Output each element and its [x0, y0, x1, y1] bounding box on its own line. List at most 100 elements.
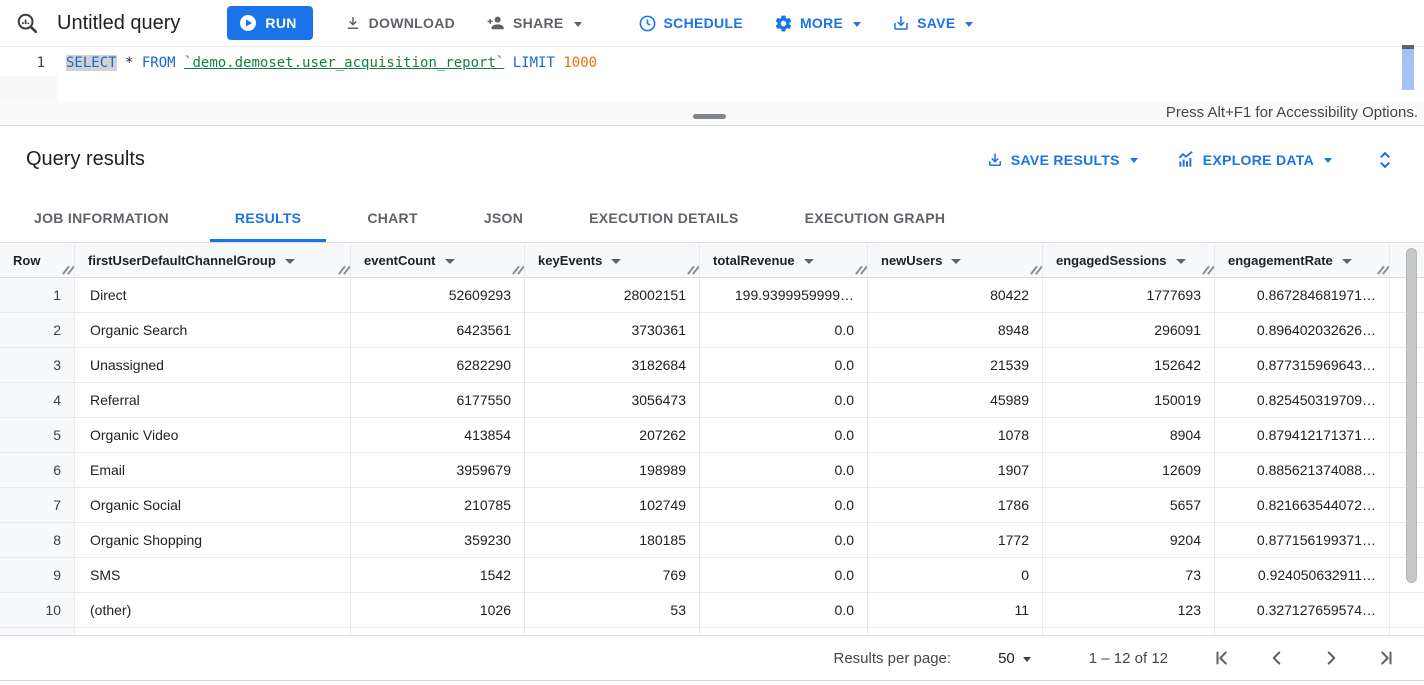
- table-header-row: Row firstUserDefaultChannelGroup eventCoun…: [0, 243, 1424, 278]
- data-cell: 6177550: [351, 383, 525, 417]
- share-button[interactable]: SHARE: [486, 13, 582, 33]
- data-cell: 9: [1043, 628, 1215, 635]
- person-add-icon: [486, 13, 506, 33]
- table-row: 10 (other) 1026 53 0.0 11 123 0.327127659574…: [0, 593, 1424, 628]
- data-cell: 28002151: [525, 278, 700, 312]
- tab-execution-details[interactable]: EXECUTION DETAILS: [589, 209, 739, 226]
- data-cell: 3730361: [525, 313, 700, 347]
- data-cell: 123: [1043, 593, 1215, 627]
- column-menu-caret-icon[interactable]: [803, 258, 814, 264]
- column-label: totalRevenue: [713, 252, 795, 268]
- table-reference-link[interactable]: `demo.demoset.user_acquisition_report`: [184, 55, 505, 71]
- run-button[interactable]: RUN: [227, 6, 313, 40]
- tab-job-information[interactable]: JOB INFORMATION: [34, 209, 169, 226]
- data-cell: 0.825450319709…: [1215, 383, 1390, 417]
- column-menu-caret-icon[interactable]: [951, 258, 962, 264]
- data-cell: 150019: [1043, 383, 1215, 417]
- column-menu-caret-icon[interactable]: [1175, 258, 1186, 264]
- sql-editor[interactable]: 1 SELECT * FROM `demo.demoset.user_acqui…: [0, 45, 1424, 101]
- data-cell: 1786: [868, 488, 1043, 522]
- next-page-icon[interactable]: [1320, 647, 1342, 669]
- data-cell: 73: [1043, 558, 1215, 592]
- schedule-button[interactable]: SCHEDULE: [638, 14, 743, 33]
- column-resize-grip[interactable]: [854, 264, 867, 275]
- data-cell: 1.0: [1215, 628, 1390, 635]
- save-results-button[interactable]: SAVE RESULTS: [986, 151, 1138, 169]
- save-button[interactable]: SAVE: [892, 14, 974, 32]
- data-cell: 0.879412171371…: [1215, 418, 1390, 452]
- page-size-select[interactable]: 50: [998, 650, 1031, 667]
- column-header-row[interactable]: Row: [0, 243, 75, 277]
- column-resize-grip[interactable]: [1376, 264, 1389, 275]
- data-cell: 0.0: [700, 313, 868, 347]
- tab-execution-graph[interactable]: EXECUTION GRAPH: [804, 209, 946, 226]
- data-cell: 3959679: [351, 453, 525, 487]
- clock-icon: [638, 14, 657, 33]
- tab-json[interactable]: JSON: [483, 209, 524, 226]
- explore-data-button[interactable]: EXPLORE DATA: [1176, 150, 1332, 170]
- query-editor-toolbar: Untitled query RUN DOWNLOAD: [0, 0, 1424, 47]
- column-header-engagementrate[interactable]: engagementRate: [1215, 243, 1390, 277]
- column-header-eventcount[interactable]: eventCount: [351, 243, 525, 277]
- column-resize-grip[interactable]: [686, 264, 699, 275]
- editor-splitter-strip: Press Alt+F1 for Accessibility Options.: [0, 101, 1424, 126]
- editor-scrollbar[interactable]: [1402, 49, 1414, 90]
- table-scrollbar[interactable]: [1406, 248, 1417, 583]
- column-header-firstuserdefaultchannelgroup[interactable]: firstUserDefaultChannelGroup: [75, 243, 351, 277]
- data-cell: 0.0: [700, 628, 868, 635]
- data-cell: 0.0: [700, 488, 868, 522]
- more-button[interactable]: MORE: [774, 14, 862, 33]
- data-cell: 1907: [868, 453, 1043, 487]
- data-cell: 0.877156199371…: [1215, 523, 1390, 557]
- data-cell: 1542: [351, 558, 525, 592]
- column-menu-caret-icon[interactable]: [444, 258, 455, 264]
- unfold-panel-icon[interactable]: [1374, 149, 1396, 171]
- query-results-title: Query results: [26, 148, 145, 170]
- column-resize-grip[interactable]: [1201, 264, 1214, 275]
- column-menu-caret-icon[interactable]: [284, 258, 295, 264]
- data-cell: 0.327127659574…: [1215, 593, 1390, 627]
- data-cell: 80422: [868, 278, 1043, 312]
- column-label: newUsers: [881, 252, 943, 268]
- data-cell: 3182684: [525, 348, 700, 382]
- column-resize-grip[interactable]: [337, 264, 350, 275]
- row-number-cell: 2: [0, 313, 75, 347]
- table-row: 4 Referral 6177550 3056473 0.0 45989 150019 0.8…: [0, 383, 1424, 418]
- data-cell: 5657: [1043, 488, 1215, 522]
- line-number: 1: [36, 55, 45, 71]
- tab-chart[interactable]: CHART: [367, 209, 418, 226]
- data-cell: 198989: [525, 453, 700, 487]
- table-row: 7 Organic Social 210785 102749 0.0 1786 5657 0.…: [0, 488, 1424, 523]
- editor-gutter: [0, 76, 57, 101]
- clipped-row-viewport: 11Paid Social9371340.0491.0: [0, 628, 1424, 636]
- previous-page-icon[interactable]: [1266, 647, 1288, 669]
- last-page-icon[interactable]: [1374, 647, 1396, 669]
- data-cell: 1777693: [1043, 278, 1215, 312]
- data-cell: Email: [75, 453, 351, 487]
- column-resize-grip[interactable]: [61, 264, 74, 275]
- data-cell: 8948: [868, 313, 1043, 347]
- table-row: 5 Organic Video 413854 207262 0.0 1078 8904 0.8…: [0, 418, 1424, 453]
- column-header-totalrevenue[interactable]: totalRevenue: [700, 243, 868, 277]
- data-cell: 413854: [351, 418, 525, 452]
- chevron-down-icon: [1324, 158, 1332, 163]
- sql-code-line[interactable]: SELECT * FROM `demo.demoset.user_acquisi…: [66, 55, 598, 71]
- data-cell: 180185: [525, 523, 700, 557]
- data-cell: SMS: [75, 558, 351, 592]
- column-label: eventCount: [364, 252, 436, 268]
- column-menu-caret-icon[interactable]: [1341, 258, 1352, 264]
- sql-keyword-from: FROM: [141, 55, 176, 71]
- first-page-icon[interactable]: [1212, 647, 1234, 669]
- splitter-drag-handle[interactable]: [693, 114, 726, 119]
- tab-results[interactable]: RESULTS: [209, 193, 327, 242]
- chart-icon: [1176, 150, 1196, 170]
- column-header-newusers[interactable]: newUsers: [868, 243, 1043, 277]
- chevron-down-icon: [1129, 158, 1138, 163]
- download-button[interactable]: DOWNLOAD: [344, 14, 455, 32]
- column-menu-caret-icon[interactable]: [611, 258, 622, 264]
- column-resize-grip[interactable]: [1029, 264, 1042, 275]
- data-cell: 0.0: [700, 383, 868, 417]
- column-header-keyevents[interactable]: keyEvents: [525, 243, 700, 277]
- column-resize-grip[interactable]: [511, 264, 524, 275]
- column-header-engagedsessions[interactable]: engagedSessions: [1043, 243, 1215, 277]
